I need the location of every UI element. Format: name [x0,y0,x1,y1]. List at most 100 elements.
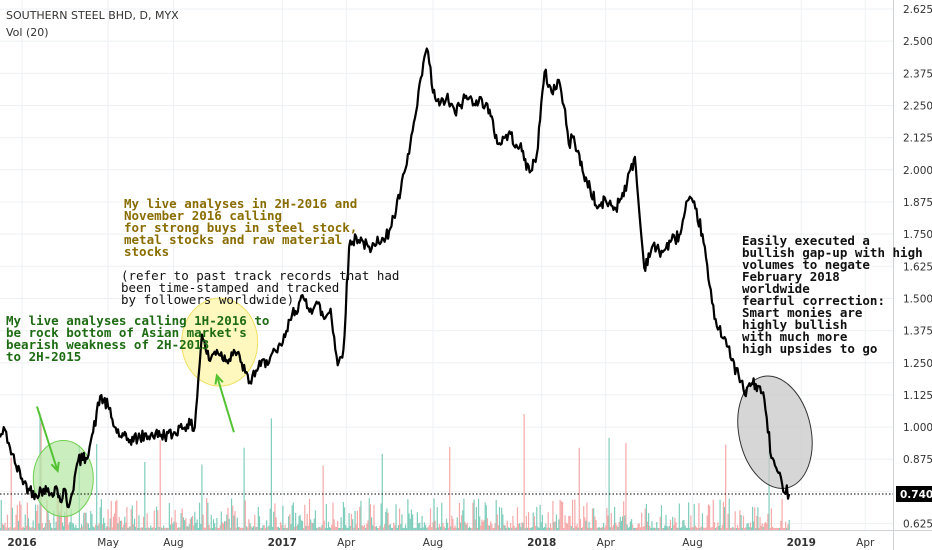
volume-bar [753,521,755,530]
volume-bar [306,513,308,530]
volume-bar [392,527,394,530]
volume-bar [20,504,22,530]
volume-bar [527,512,530,530]
volume-bar [476,527,479,530]
volume-bar [636,527,638,530]
volume-bar [740,514,742,530]
volume-bar [568,515,570,530]
volume-bar [5,527,7,530]
volume-bar [482,521,484,530]
volume-bar [63,526,65,530]
volume-bar [132,524,135,530]
volume-bar [86,522,88,530]
volume-bar [657,527,659,530]
x-tick-label: 2016 [7,537,36,549]
volume-bar [402,527,404,530]
volume-bar [159,440,161,530]
volume-bar [496,514,498,530]
volume-bar [388,525,390,530]
volume-bar [587,527,589,530]
volume-bar [735,527,737,530]
x-tick-label: 2018 [527,537,556,549]
volume-bar [13,527,15,530]
volume-bar [548,527,550,530]
volume-bar [16,505,18,530]
volume-bar [535,525,537,530]
volume-bar [549,523,552,530]
volume-bar [487,525,490,530]
volume-bar [451,515,453,530]
volume-bar [178,527,180,530]
volume-bar [591,508,594,530]
last-price-badge [896,485,932,502]
volume-bar [301,520,304,530]
volume-bar [85,512,87,530]
price-line [0,47,791,509]
volume-bar [207,502,209,530]
volume-bar [327,521,330,530]
volume-bar [316,527,318,530]
volume-bar [541,514,543,530]
volume-bar [252,526,255,530]
volume-bar [512,515,514,530]
volume-bar [773,528,775,530]
volume-bar [373,504,375,530]
volume-bar [131,505,133,530]
volume-bar [502,514,504,530]
volume-bar [547,512,549,530]
volume-bar [347,527,349,530]
x-tick-label: May [97,537,119,549]
volume-bar [310,519,312,530]
volume-bar [704,527,706,530]
volume-bar [219,525,221,530]
volume-bar [139,527,141,530]
volume-bar [6,514,9,530]
volume-bar [520,527,522,530]
volume-bar [770,508,773,530]
volume-bar [276,527,278,530]
volume-bar [699,527,701,530]
volume-bar [598,527,600,530]
volume-bar [718,525,720,530]
volume-bar [147,527,149,530]
volume-bar [465,524,467,530]
volume-bar [100,499,102,530]
volume-bar [269,508,271,530]
volume-bar [362,526,364,530]
volume-bar [209,527,211,530]
volume-bar [361,525,363,530]
volume-bar [225,521,227,530]
volume-bar [555,514,558,530]
volume-bar [116,499,118,530]
volume-bar [240,527,242,530]
volume-bar [429,508,432,530]
volume-bar [781,499,783,530]
volume-bar [389,524,391,530]
volume-bar [579,519,582,530]
volume-bar [682,520,684,530]
volume-bar [144,462,146,530]
volume-bar [157,510,159,530]
volume-bar [494,523,496,530]
volume-bar [145,527,147,530]
volume-bar [530,527,532,530]
volume-bar [53,510,55,530]
volume-bar [48,520,50,530]
volume-bar [614,506,616,530]
volume-bar [24,514,26,530]
volume-bar [643,526,645,530]
volume-bar [425,524,427,530]
volume-bar [308,498,311,530]
volume-bar [91,514,93,530]
volume-bar [372,525,374,530]
volume-bar [431,527,433,530]
volume-bar [511,527,513,530]
volume-bar [250,526,252,530]
volume-bar [758,527,760,530]
volume-bar [111,527,113,530]
volume-bar [668,525,670,530]
volume-bar [639,527,642,530]
volume-bar [268,525,270,530]
volume-bar [297,524,299,530]
